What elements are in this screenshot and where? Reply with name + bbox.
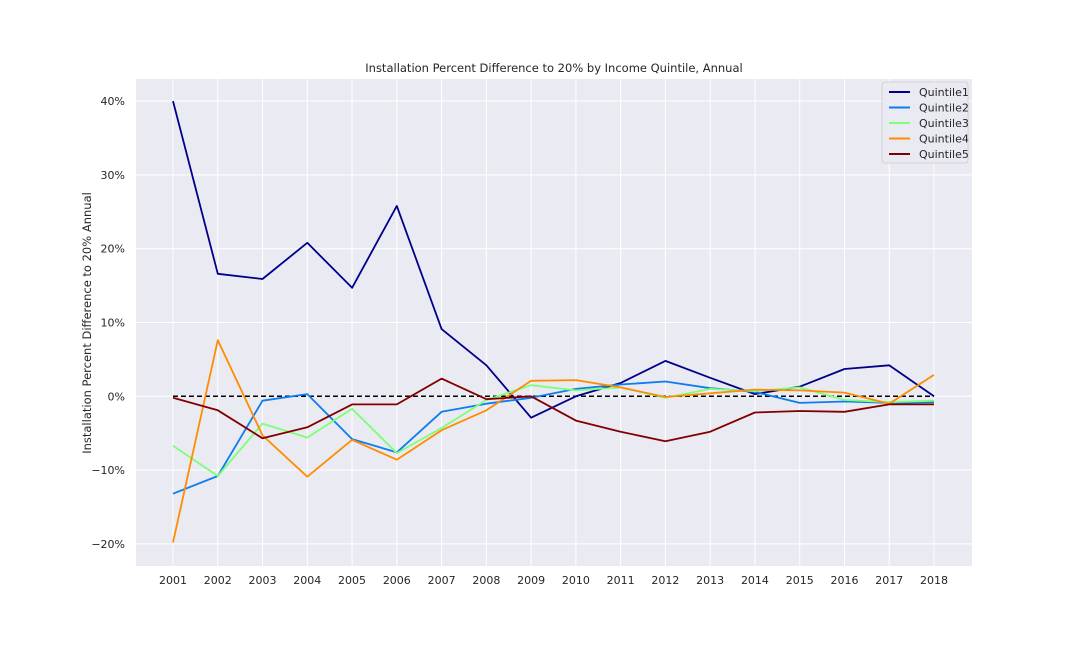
y-tick-label: 40% <box>101 95 125 108</box>
x-tick-label: 2009 <box>517 574 545 587</box>
x-tick-label: 2002 <box>204 574 232 587</box>
y-tick-label: 20% <box>101 243 125 256</box>
x-tick-label: 2003 <box>249 574 277 587</box>
legend-label: Quintile5 <box>919 148 969 161</box>
x-tick-label: 2010 <box>562 574 590 587</box>
y-tick-label: 0% <box>108 390 125 403</box>
legend-label: Quintile2 <box>919 102 969 115</box>
x-tick-label: 2006 <box>383 574 411 587</box>
x-tick-label: 2012 <box>651 574 679 587</box>
legend-label: Quintile1 <box>919 86 969 99</box>
series-line-quintile2 <box>172 380 935 495</box>
grid-lines <box>136 79 972 566</box>
x-tick-label: 2007 <box>428 574 456 587</box>
x-tick-label: 2004 <box>293 574 321 587</box>
x-tick-label: 2014 <box>741 574 769 587</box>
x-tick-label: 2016 <box>830 574 858 587</box>
series-line-quintile4 <box>172 339 935 543</box>
x-tick-label: 2013 <box>696 574 724 587</box>
x-tick-label: 2015 <box>786 574 814 587</box>
y-tick-label: 30% <box>101 169 125 182</box>
y-tick-labels: −20% −10% 0% 10% 20% 30% 40% <box>91 95 125 551</box>
legend-label: Quintile3 <box>919 117 969 130</box>
legend-label: Quintile4 <box>919 133 969 146</box>
x-tick-label: 2008 <box>472 574 500 587</box>
x-tick-label: 2001 <box>159 574 187 587</box>
series-line-quintile5 <box>172 377 934 443</box>
y-axis-label: Installation Percent Difference to 20% A… <box>80 192 94 454</box>
y-tick-label: 10% <box>101 317 125 330</box>
series-lines <box>172 100 935 543</box>
legend-box <box>881 81 969 164</box>
x-tick-labels: 2001 2002 2003 2004 2005 2006 2007 2008 2009 2010… <box>159 574 948 587</box>
x-tick-label: 2018 <box>920 574 948 587</box>
y-tick-label: −20% <box>91 538 125 551</box>
chart-title: Installation Percent Difference to 20% b… <box>365 61 742 75</box>
x-tick-label: 2005 <box>338 574 366 587</box>
series-line-quintile3 <box>172 384 935 477</box>
x-tick-label: 2011 <box>607 574 635 587</box>
x-tick-label: 2017 <box>875 574 903 587</box>
y-tick-label: −10% <box>91 464 125 477</box>
series-line-quintile1 <box>172 100 935 419</box>
legend: Quintile1 Quintile2 Quintile3 Quintile4 Quin… <box>881 81 969 164</box>
